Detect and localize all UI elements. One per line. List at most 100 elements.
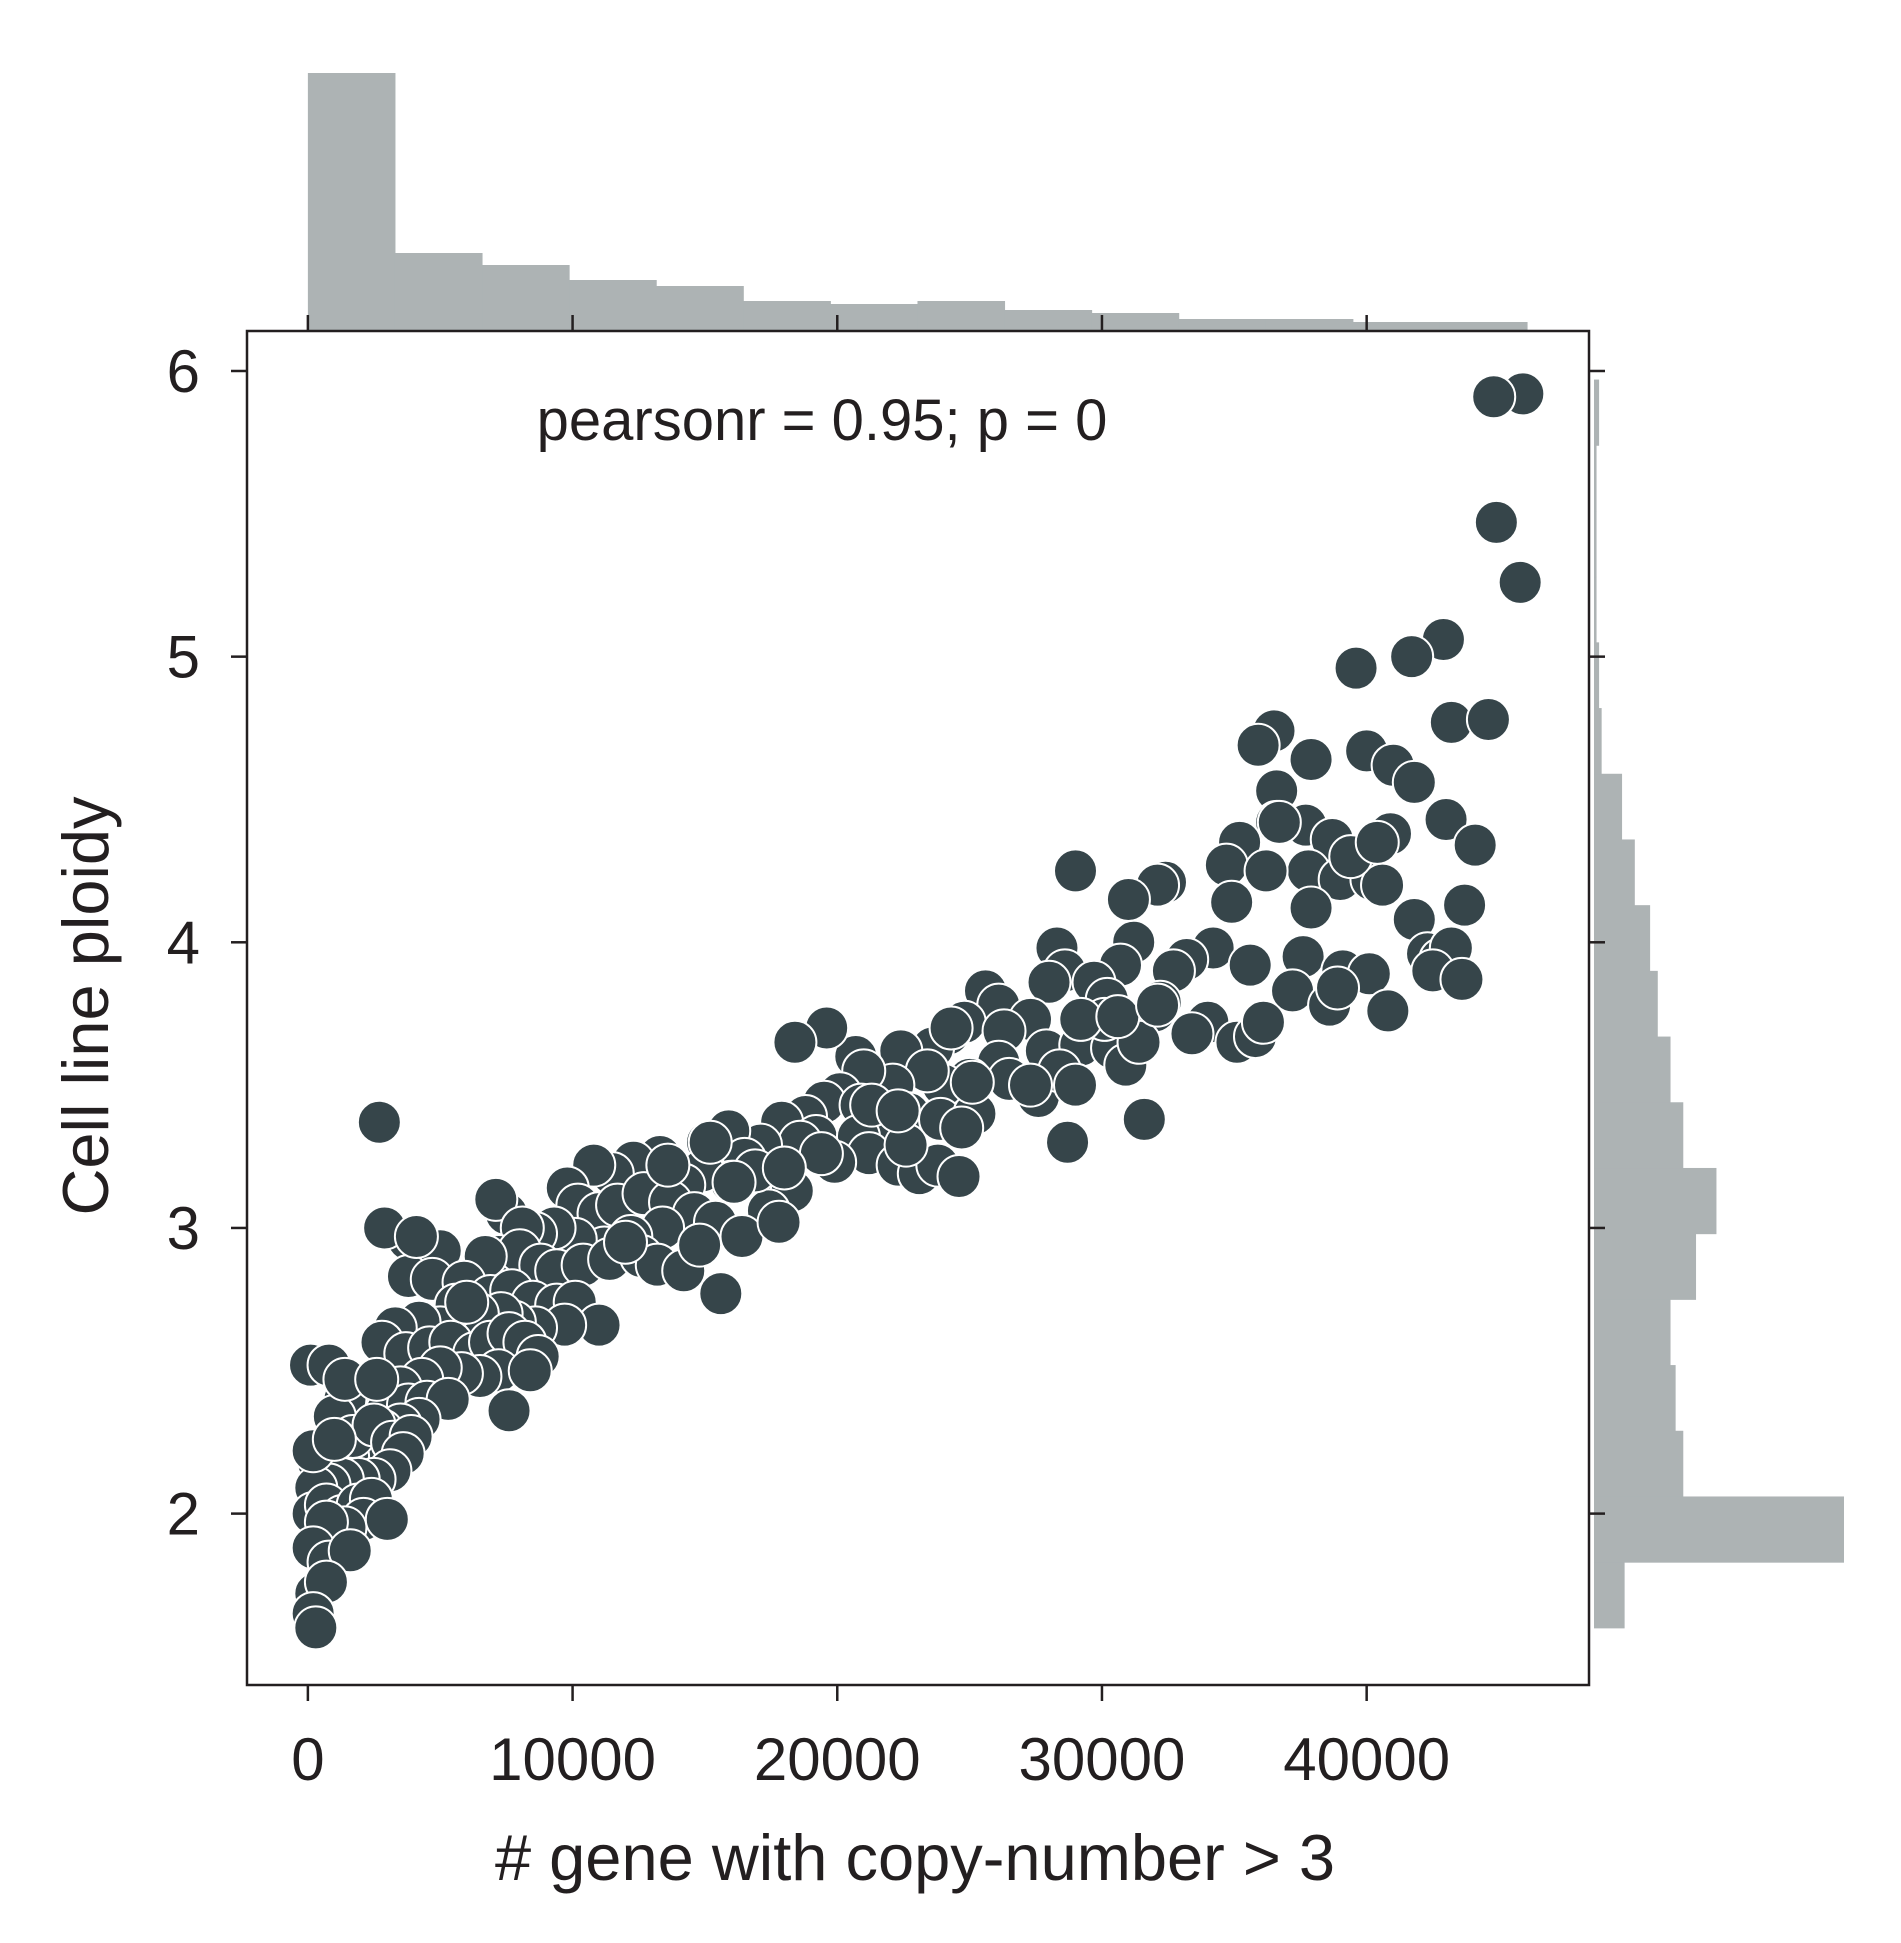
axis-ticks [231, 315, 1605, 1701]
data-point [687, 1119, 733, 1165]
x-tick-label: 30000 [1019, 1726, 1186, 1793]
data-point [393, 1214, 439, 1260]
data-point [1169, 1011, 1215, 1057]
data-point [1442, 882, 1488, 928]
y-histogram-bar [1594, 839, 1635, 906]
x-marginal-histogram [307, 73, 1528, 331]
x-histogram-bar [656, 286, 744, 331]
y-histogram-bar [1594, 1102, 1684, 1169]
y-histogram-bar [1594, 708, 1602, 775]
data-point [311, 1416, 357, 1462]
y-histogram-bar [1594, 445, 1597, 512]
data-point [1243, 848, 1289, 894]
data-point [1026, 959, 1072, 1005]
y-tick-label: 3 [167, 1195, 200, 1262]
x-histogram-bar [394, 253, 483, 331]
y-histogram-bar [1594, 1496, 1844, 1563]
data-point [711, 1159, 757, 1205]
y-histogram-bar [1594, 970, 1658, 1038]
data-point [364, 1496, 410, 1542]
data-point [949, 1059, 995, 1105]
x-tick-label: 10000 [489, 1726, 656, 1793]
y-histogram-bar [1594, 1365, 1676, 1432]
y-histogram-bar [1594, 1430, 1684, 1497]
data-point [1235, 722, 1281, 768]
data-point [354, 1356, 400, 1402]
data-point [1105, 876, 1151, 922]
data-point [1439, 956, 1485, 1002]
y-axis-label: Cell line ploidy [49, 796, 122, 1216]
plot-frame [245, 329, 1591, 1687]
data-point [1288, 736, 1334, 782]
data-point [928, 1005, 974, 1051]
x-histogram-bar [743, 301, 831, 331]
data-point [1288, 885, 1334, 931]
y-tick-labels: 2 3 4 5 6 [167, 338, 200, 1548]
y-histogram-bar [1594, 905, 1651, 972]
x-histogram-bar [1352, 322, 1441, 331]
data-point [1354, 819, 1400, 865]
data-point [507, 1348, 553, 1394]
data-point [1052, 1062, 1098, 1108]
x-histogram-bar [482, 265, 570, 331]
x-histogram-bar [917, 301, 1006, 331]
data-point [939, 1105, 985, 1151]
y-tick-label: 2 [167, 1481, 200, 1548]
data-point [1095, 994, 1141, 1040]
data-point [1391, 759, 1437, 805]
data-point [1121, 1096, 1167, 1142]
data-point [1203, 842, 1249, 888]
data-point [1007, 1062, 1053, 1108]
y-histogram-bar [1594, 1233, 1697, 1300]
x-tick-labels: 0 10000 20000 30000 40000 [291, 1726, 1450, 1793]
data-point [645, 1142, 691, 1188]
y-marginal-histogram [1594, 379, 1844, 1629]
data-point [1315, 965, 1361, 1011]
data-point [875, 1088, 921, 1134]
data-point [756, 1199, 802, 1245]
y-tick-label: 6 [167, 338, 200, 405]
x-tick-label: 20000 [754, 1726, 921, 1793]
data-point [603, 1219, 649, 1265]
data-point [1045, 1119, 1091, 1165]
y-histogram-bar [1594, 773, 1623, 840]
data-point [486, 1388, 532, 1434]
data-point [1423, 796, 1469, 842]
x-histogram-bar [569, 280, 657, 331]
x-tick-label: 40000 [1283, 1726, 1450, 1793]
x-histogram-bar [830, 304, 918, 331]
y-histogram-bar [1594, 1167, 1717, 1235]
data-point [1473, 499, 1519, 545]
x-tick-label: 0 [291, 1726, 324, 1793]
y-histogram-bar [1594, 1562, 1625, 1629]
x-axis-label: # gene with copy-number > 3 [495, 1821, 1335, 1894]
data-point [356, 1099, 402, 1145]
y-histogram-bar [1594, 379, 1600, 446]
data-point [698, 1271, 744, 1317]
data-point [293, 1605, 339, 1651]
correlation-annotation: pearsonr = 0.95; p = 0 [537, 388, 1108, 453]
y-histogram-bar [1594, 510, 1597, 578]
y-tick-label: 4 [167, 909, 200, 976]
data-point [1240, 999, 1286, 1045]
y-tick-label: 5 [167, 624, 200, 691]
data-point [1209, 879, 1255, 925]
data-point [1465, 696, 1511, 742]
data-point [936, 1154, 982, 1200]
data-point [473, 1176, 519, 1222]
x-histogram-bar [307, 73, 396, 331]
data-point [327, 1528, 373, 1574]
data-point [1227, 942, 1273, 988]
scatter-points [288, 371, 1546, 1651]
y-histogram-bar [1594, 576, 1597, 643]
x-histogram-bar [1004, 310, 1093, 331]
data-point [1389, 634, 1435, 680]
data-point [1333, 645, 1379, 691]
data-point [772, 1019, 818, 1065]
data-point [1471, 374, 1517, 420]
data-point [1497, 559, 1543, 605]
data-point [1256, 799, 1302, 845]
data-point [761, 1145, 807, 1191]
x-histogram-bar [1178, 319, 1267, 331]
